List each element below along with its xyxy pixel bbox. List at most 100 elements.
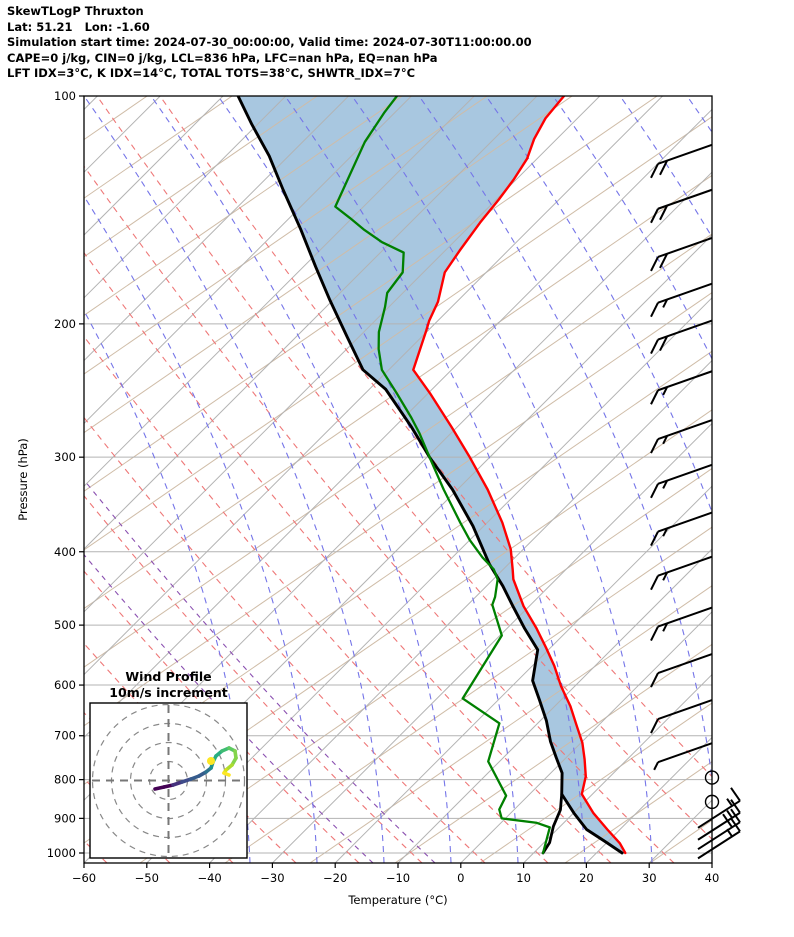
barb-half-tick [726, 810, 733, 819]
y-tick-label: 700 [54, 729, 76, 743]
barb-full-tick [659, 253, 668, 269]
isotherm-line [84, 96, 412, 425]
isotherm-line [397, 548, 712, 863]
mixing-ratio-line [84, 96, 318, 258]
barb-staff [697, 821, 741, 851]
barb-full-tick [650, 339, 659, 355]
barb-full-tick [650, 718, 659, 734]
barb-full-tick [659, 160, 668, 176]
lat-lon-line: Lat: 51.21 Lon: -1.60 [7, 19, 150, 34]
x-tick-label: 40 [705, 871, 720, 885]
moist-adiabat-line [150, 96, 452, 863]
barb-full-tick [659, 336, 668, 352]
mixing-ratio-line [84, 174, 712, 610]
mixing-ratio-line [84, 96, 573, 434]
barb-half-tick [662, 572, 668, 581]
y-tick-label: 500 [54, 618, 76, 632]
mixing-ratio-line [0, 96, 62, 863]
isotherm-line [523, 673, 712, 863]
wind-barb-column [650, 143, 741, 860]
moist-adiabat-line [485, 96, 712, 514]
y-tick-label: 200 [54, 317, 76, 331]
dry-adiabat-line [84, 416, 486, 863]
hodograph-marker [207, 757, 215, 765]
wind-barb [650, 653, 713, 688]
barb-staff [697, 799, 741, 829]
dry-adiabat-line [96, 96, 712, 840]
mixing-ratio-line [84, 116, 712, 551]
wind-barb [650, 188, 713, 224]
barb-full-tick [650, 672, 659, 688]
isotherm-line [586, 736, 712, 863]
wind-barb [650, 237, 713, 272]
barb-staff [657, 606, 713, 628]
dry-adiabat-line [84, 570, 360, 863]
moist-adiabat-line [619, 96, 712, 239]
wind-barb [650, 511, 713, 546]
barb-staff [697, 830, 741, 860]
moist-adiabat-line [754, 96, 794, 863]
barb-full-tick [659, 205, 668, 221]
wind-barb [650, 699, 713, 734]
temperature-curve [412, 96, 627, 855]
isotherm-line [84, 96, 349, 362]
moist-adiabat-line [418, 96, 712, 785]
isotherm-line [84, 96, 663, 676]
barb-full-tick [650, 438, 659, 454]
x-tick-label: 30 [642, 871, 657, 885]
x-tick-label: −60 [72, 871, 96, 885]
inset-content [91, 703, 246, 858]
barb-full-tick [730, 799, 741, 814]
parcel-mixing-line [541, 792, 564, 855]
barb-half-tick [662, 480, 668, 489]
cold-adiabat-line [84, 553, 374, 863]
barb-staff [697, 811, 741, 841]
wind-barb [650, 319, 713, 355]
mixing-ratio-line [84, 96, 403, 317]
dry-adiabat-line [84, 494, 423, 863]
isotherm-line [84, 96, 475, 487]
isotherm-line [209, 359, 712, 863]
isotherm-line [84, 96, 538, 550]
y-axis-label: Pressure (hPa) [16, 438, 30, 521]
wind-barb [653, 742, 713, 771]
dry-adiabat-line [84, 251, 612, 863]
barb-staff [657, 511, 713, 533]
hodograph-trace-segment [222, 771, 231, 777]
moist-adiabat-line [351, 96, 653, 863]
sim-time-line: Simulation start time: 2024-07-30_00:00:… [7, 35, 532, 49]
barb-staff [657, 370, 713, 392]
x-tick-label: 0 [457, 871, 464, 885]
wind-barb [650, 370, 713, 405]
barb-full-tick [650, 302, 659, 318]
mixing-ratio-line [735, 96, 794, 863]
isotherm-line [272, 422, 712, 863]
barb-half-tick [653, 761, 659, 771]
moist-adiabat-line [217, 96, 519, 863]
x-axis-label: Temperature (°C) [347, 893, 447, 907]
moist-adiabat-line [284, 96, 586, 863]
wind-barb [650, 463, 713, 499]
barb-full-tick [650, 626, 659, 642]
chart-title: SkewTLogP Thruxton [7, 4, 144, 18]
y-tick-label: 300 [54, 450, 76, 464]
barb-staff [657, 555, 713, 577]
x-tick-label: 20 [579, 871, 594, 885]
mixing-ratio-line [139, 467, 712, 863]
inset-subtitle: 10m/s increment [109, 685, 227, 700]
isotherm-line [711, 862, 712, 863]
wind-barb [650, 606, 713, 642]
mixing-ratio-line [479, 702, 712, 863]
indices-line: LFT IDX=3°C, K IDX=14°C, TOTAL TOTS=38°C… [7, 66, 416, 80]
barb-half-tick [662, 299, 668, 308]
wind-barb [650, 419, 713, 454]
isotherm-line [84, 96, 601, 613]
barb-half-tick [726, 798, 733, 807]
hodograph-ring [91, 703, 246, 858]
y-tick-label: 400 [54, 545, 76, 559]
barb-staff [657, 699, 713, 720]
wind-barb [697, 787, 741, 829]
barb-staff [657, 742, 713, 764]
